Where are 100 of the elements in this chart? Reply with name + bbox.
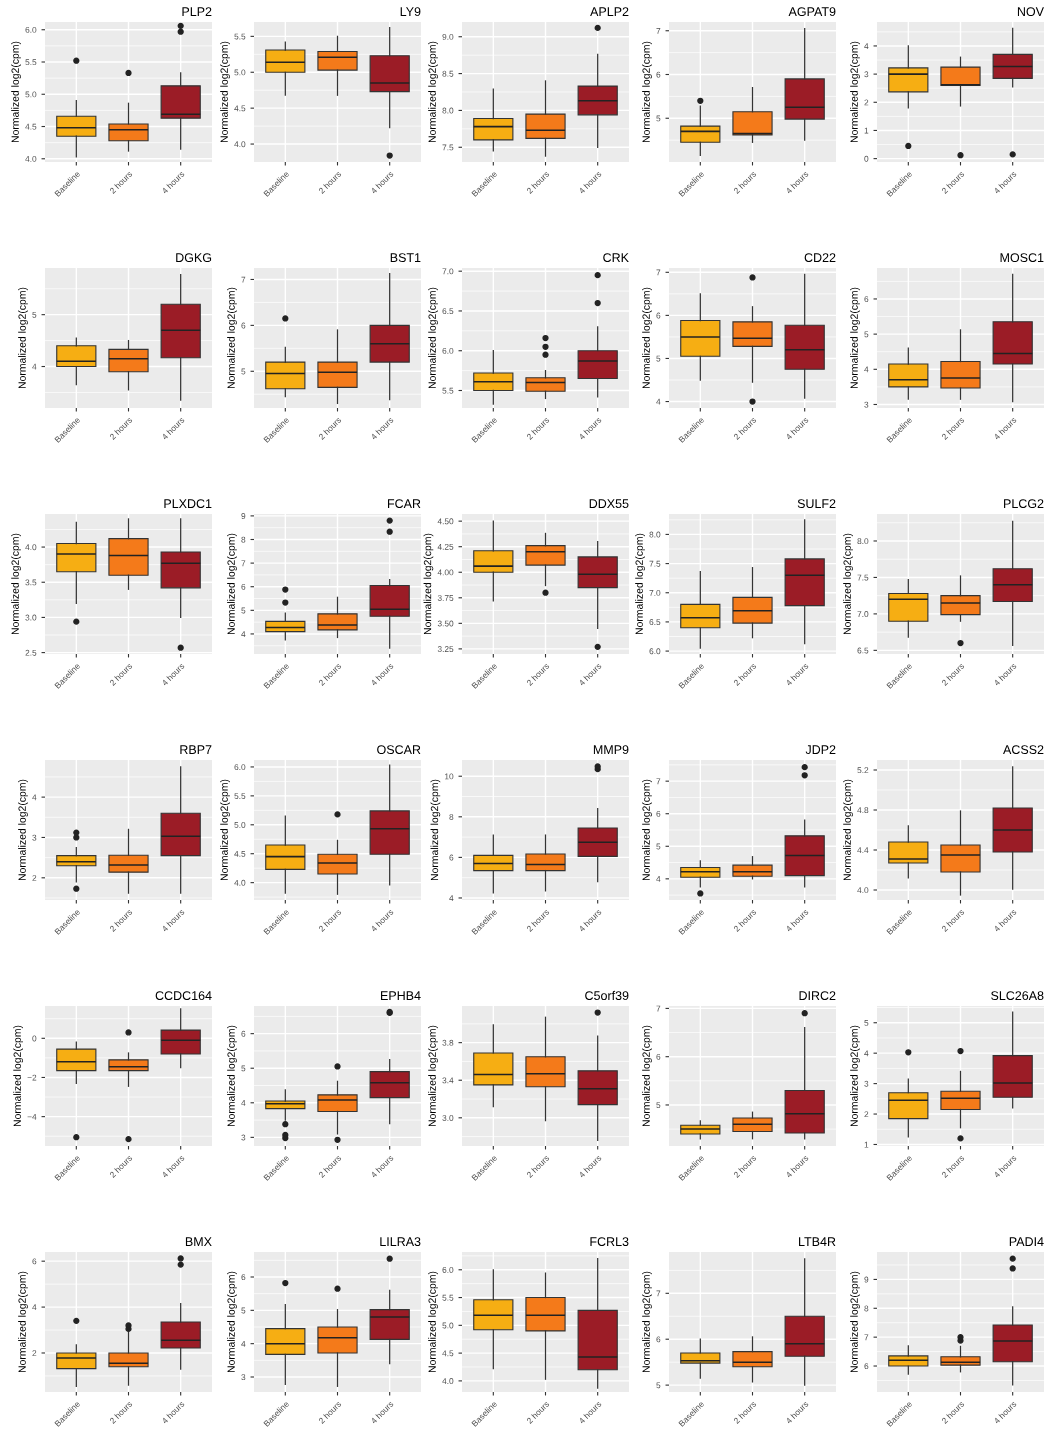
- y-tick-label: 6: [864, 296, 869, 303]
- y-axis-title: Normalized log2(cpm): [18, 779, 28, 881]
- y-tick-label: 7: [656, 1005, 661, 1012]
- y-tick-label: 9: [864, 1276, 869, 1283]
- y-axis-title: Normalized log2(cpm): [642, 1271, 652, 1373]
- y-axis-title: Normalized log2(cpm): [430, 779, 441, 881]
- y-axis-title: Normalized log2(cpm): [428, 1025, 438, 1127]
- y-tick-label: 5: [32, 311, 37, 318]
- chart-title: BMX: [185, 1237, 212, 1246]
- y-tick-label: 7: [241, 560, 246, 567]
- chart-title: CCDC164: [155, 991, 212, 1001]
- y-axis-title: Normalized log2(cpm): [843, 533, 853, 635]
- y-tick-label: 6.5: [442, 308, 454, 315]
- chart-title: MMP9: [593, 745, 629, 755]
- chart-title: RBP7: [180, 745, 212, 754]
- y-tick-label: 3.0: [442, 1115, 454, 1121]
- y-tick-label: 6: [656, 312, 661, 319]
- y-tick-label: 5: [241, 368, 246, 375]
- y-axis-title: Normalized log2(cpm): [227, 533, 237, 635]
- y-tick-label: 5: [241, 607, 246, 614]
- y-tick-label: 5.5: [25, 59, 37, 66]
- y-tick-label: −4: [27, 1113, 37, 1120]
- y-axis-title: Normalized log2(cpm): [642, 287, 652, 389]
- y-tick-label: 3.25: [437, 646, 454, 652]
- y-axis-title: Normalized log2(cpm): [850, 287, 860, 389]
- y-tick-label: 4: [864, 366, 869, 373]
- y-tick-label: 8: [864, 1305, 869, 1312]
- y-tick-label: 4: [656, 398, 661, 405]
- y-tick-label: 7: [864, 1334, 869, 1341]
- y-tick-label: 3: [241, 1374, 246, 1381]
- chart-title: SULF2: [797, 499, 836, 509]
- y-tick-label: 3: [864, 401, 869, 408]
- y-tick-label: 1: [864, 1141, 869, 1148]
- y-tick-label: 6: [656, 1053, 661, 1060]
- y-tick-label: 7.5: [649, 560, 661, 567]
- y-tick-label: 8.5: [442, 70, 454, 77]
- y-axis-title: Normalized log2(cpm): [428, 41, 438, 143]
- y-tick-label: 6: [241, 1274, 246, 1281]
- y-tick-label: 5: [656, 1102, 661, 1109]
- y-tick-label: 8.0: [857, 538, 869, 545]
- y-tick-label: 4: [449, 895, 454, 901]
- chart-title: DDX55: [589, 499, 629, 509]
- y-axis-title: Normalized log2(cpm): [843, 779, 853, 881]
- y-tick-label: 4.5: [442, 1350, 454, 1357]
- y-tick-label: 2.5: [25, 649, 37, 656]
- chart-title: OSCAR: [377, 745, 421, 755]
- chart-title: CRK: [603, 253, 629, 263]
- y-axis-title: Normalized log2(cpm): [11, 533, 21, 635]
- y-tick-label: 6: [656, 71, 661, 78]
- y-tick-label: 6: [656, 810, 661, 817]
- chart-title: FCRL3: [590, 1237, 629, 1247]
- chart-title: SLC26A8: [991, 991, 1044, 1001]
- y-tick-label: 7: [241, 276, 246, 283]
- y-tick-label: −2: [27, 1074, 37, 1081]
- y-axis-title: Normalized log2(cpm): [11, 41, 21, 143]
- y-tick-label: 2: [32, 875, 37, 881]
- y-tick-label: 8: [449, 814, 454, 820]
- y-tick-label: 6.5: [857, 647, 869, 654]
- y-tick-label: 5: [656, 843, 661, 850]
- chart-title: DIRC2: [799, 991, 836, 1001]
- chart-title: FCAR: [388, 499, 421, 509]
- y-tick-label: 0: [32, 1035, 37, 1042]
- chart-title: CD22: [804, 253, 836, 263]
- y-tick-label: 3.5: [25, 579, 37, 586]
- chart-title: PADI4: [1009, 1237, 1044, 1246]
- y-tick-label: 4: [864, 43, 869, 49]
- y-tick-label: 5.0: [234, 69, 246, 76]
- y-tick-label: 5: [241, 1065, 246, 1072]
- y-tick-label: 6.0: [649, 648, 661, 655]
- y-tick-label: 3.0: [25, 614, 37, 621]
- y-axis-title: Normalized log2(cpm): [18, 287, 28, 389]
- y-tick-label: 6.0: [442, 1266, 454, 1273]
- y-tick-label: 4.0: [234, 141, 246, 148]
- y-tick-label: 6: [241, 583, 246, 590]
- y-axis-title: Normalized log2(cpm): [635, 533, 645, 635]
- chart-title: NOV: [1017, 7, 1044, 17]
- y-tick-label: 3: [241, 1134, 246, 1141]
- y-axis-title: Normalized log2(cpm): [227, 1271, 237, 1373]
- y-axis-title: Normalized log2(cpm): [423, 533, 434, 635]
- y-tick-label: 7.5: [857, 574, 869, 581]
- y-tick-label: 6.0: [442, 347, 454, 354]
- chart-title: LTB4R: [799, 1237, 836, 1246]
- y-tick-label: 5.5: [234, 793, 246, 799]
- y-tick-label: 5.0: [442, 1322, 454, 1329]
- y-tick-label: 8.0: [649, 531, 661, 538]
- y-tick-label: 7: [656, 28, 661, 34]
- y-tick-label: 9.0: [442, 33, 454, 40]
- y-tick-label: 3: [32, 834, 37, 841]
- y-tick-label: 6: [864, 1363, 869, 1370]
- chart-title: APLP2: [590, 7, 629, 16]
- y-axis-title: Normalized log2(cpm): [13, 1025, 23, 1127]
- y-tick-label: 6: [32, 1258, 37, 1265]
- y-axis-title: Normalized log2(cpm): [428, 287, 438, 389]
- y-tick-label: 5: [864, 331, 869, 338]
- y-tick-label: 4: [241, 1100, 246, 1106]
- y-tick-label: 3: [864, 1080, 869, 1087]
- y-tick-label: 3.50: [437, 620, 454, 627]
- y-tick-label: 7.0: [857, 611, 869, 617]
- chart-title: AGPAT9: [788, 7, 836, 17]
- y-tick-label: 3.75: [437, 595, 454, 601]
